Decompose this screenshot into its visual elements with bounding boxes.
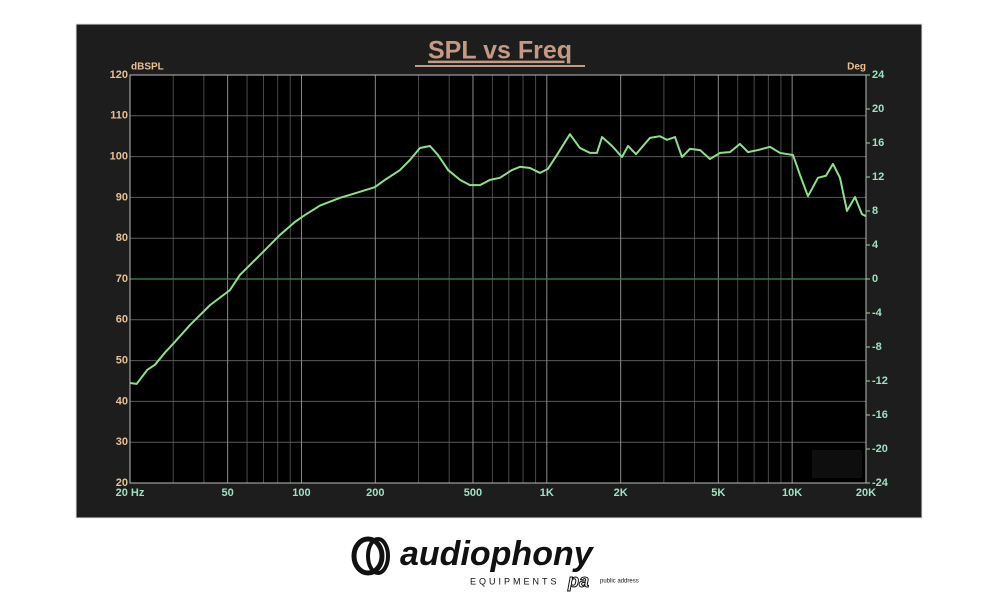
y-tick-label: 60 — [116, 314, 128, 326]
x-tick-label: 200 — [366, 487, 384, 499]
y2-tick-label: -24 — [872, 477, 889, 489]
y2-tick-label: 12 — [872, 171, 884, 183]
logo-tagline: EQUIPMENTS — [470, 576, 560, 586]
x-tick-label: 10K — [782, 487, 802, 499]
x-tick-label: 5K — [711, 487, 725, 499]
x-tick-label: 500 — [464, 487, 482, 499]
y-tick-label: 90 — [116, 191, 128, 203]
y2-tick-label: -8 — [872, 341, 882, 353]
x-tick-label: 20K — [856, 487, 876, 499]
y2-tick-label: 16 — [872, 137, 884, 149]
spl-curve — [129, 133, 867, 385]
y2-tick-label: 20 — [872, 103, 884, 115]
logo-icon — [366, 537, 390, 575]
y-tick-label: 20 — [116, 477, 128, 489]
y-tick-label: 110 — [110, 110, 128, 122]
y2-tick-label: -4 — [872, 307, 883, 319]
y2-tick-label: 8 — [872, 205, 878, 217]
y-tick-label: 50 — [116, 355, 128, 367]
y2-tick-label: -16 — [872, 409, 888, 421]
y-tick-label: 120 — [110, 69, 128, 81]
y2-tick-label: 4 — [872, 239, 879, 251]
legend-box — [812, 450, 862, 478]
y-tick-label: 40 — [116, 395, 128, 407]
x-tick-label: 20 Hz — [116, 487, 145, 499]
y-tick-label: 30 — [116, 436, 128, 448]
y2-axis-label: Deg — [847, 62, 866, 73]
y-tick-label: 100 — [110, 151, 128, 163]
y2-tick-label: -12 — [872, 375, 888, 387]
x-tick-label: 50 — [222, 487, 234, 499]
y-tick-label: 70 — [116, 273, 128, 285]
y-axis-label: dBSPL — [131, 62, 164, 73]
y-tick-label: 80 — [116, 232, 128, 244]
x-tick-label: 2K — [614, 487, 628, 499]
logo-brand: audiophony — [400, 535, 595, 573]
x-tick-label: 1K — [540, 487, 554, 499]
logo-mark: pa — [567, 571, 589, 591]
y2-tick-label: 24 — [872, 69, 885, 81]
logo: audiophony EQUIPMENTS pa public address — [351, 535, 639, 591]
y2-tick-label: -20 — [872, 443, 888, 455]
logo-sub: public address — [600, 579, 639, 585]
chart-title: SPL vs Freq — [428, 37, 572, 65]
x-tick-label: 100 — [292, 487, 310, 499]
plot-border — [129, 74, 867, 484]
y2-tick-label: 0 — [872, 273, 878, 285]
logo-icon — [351, 536, 385, 576]
